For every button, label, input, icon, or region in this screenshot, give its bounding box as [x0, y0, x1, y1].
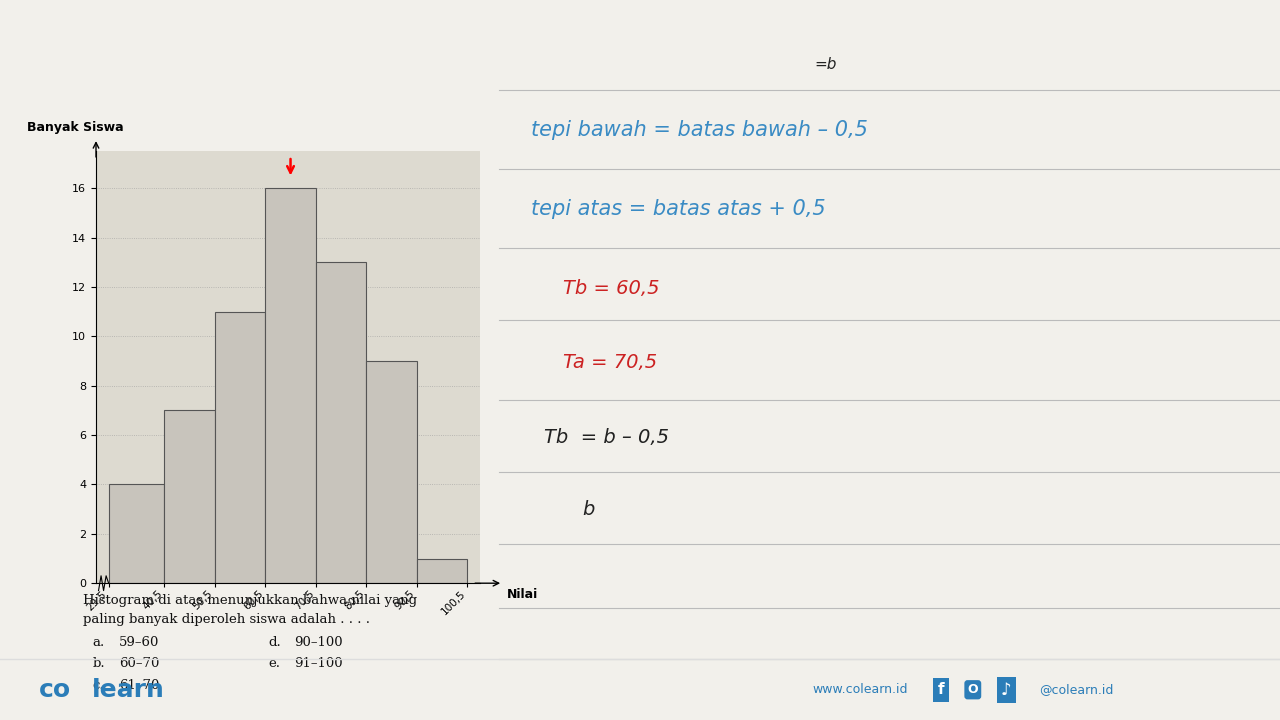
Bar [366, 361, 417, 583]
Text: 90–100: 90–100 [294, 636, 343, 649]
Text: Tb  = b – 0,5: Tb = b – 0,5 [544, 428, 669, 446]
Bar [215, 312, 265, 583]
Text: 59–60: 59–60 [119, 636, 160, 649]
Text: tepi bawah = batas bawah – 0,5: tepi bawah = batas bawah – 0,5 [531, 120, 868, 140]
Text: b: b [582, 500, 595, 518]
Text: e.: e. [269, 657, 280, 670]
Text: a.: a. [92, 636, 105, 649]
Text: ♪: ♪ [1001, 681, 1011, 698]
Text: =b: =b [814, 57, 837, 72]
Bar [265, 188, 316, 583]
Text: co: co [38, 678, 70, 702]
Text: @colearn.id: @colearn.id [1039, 683, 1114, 696]
Text: Banyak Siswa: Banyak Siswa [27, 121, 123, 134]
Bar [164, 410, 215, 583]
Text: 61–70: 61–70 [119, 679, 160, 692]
Text: Histogram di atas menunjukkan bahwa nilai yang: Histogram di atas menunjukkan bahwa nila… [83, 594, 417, 607]
Text: d.: d. [269, 636, 282, 649]
Bar [316, 262, 366, 583]
Text: 60–70: 60–70 [119, 657, 160, 670]
Text: Tb = 60,5: Tb = 60,5 [563, 279, 659, 297]
Text: www.colearn.id: www.colearn.id [813, 683, 909, 696]
Text: tepi atas = batas atas + 0,5: tepi atas = batas atas + 0,5 [531, 199, 826, 219]
Text: 91–100: 91–100 [294, 657, 343, 670]
Text: □: □ [965, 683, 980, 697]
Text: Ta = 70,5: Ta = 70,5 [563, 353, 658, 372]
Text: f: f [937, 683, 945, 697]
Text: Nilai: Nilai [507, 588, 538, 600]
Text: O: O [968, 683, 978, 696]
Text: paling banyak diperoleh siswa adalah . . . .: paling banyak diperoleh siswa adalah . .… [83, 613, 370, 626]
Text: learn: learn [92, 678, 165, 702]
Bar [109, 485, 164, 583]
Bar [417, 559, 467, 583]
Text: c.: c. [92, 679, 104, 692]
Text: b.: b. [92, 657, 105, 670]
